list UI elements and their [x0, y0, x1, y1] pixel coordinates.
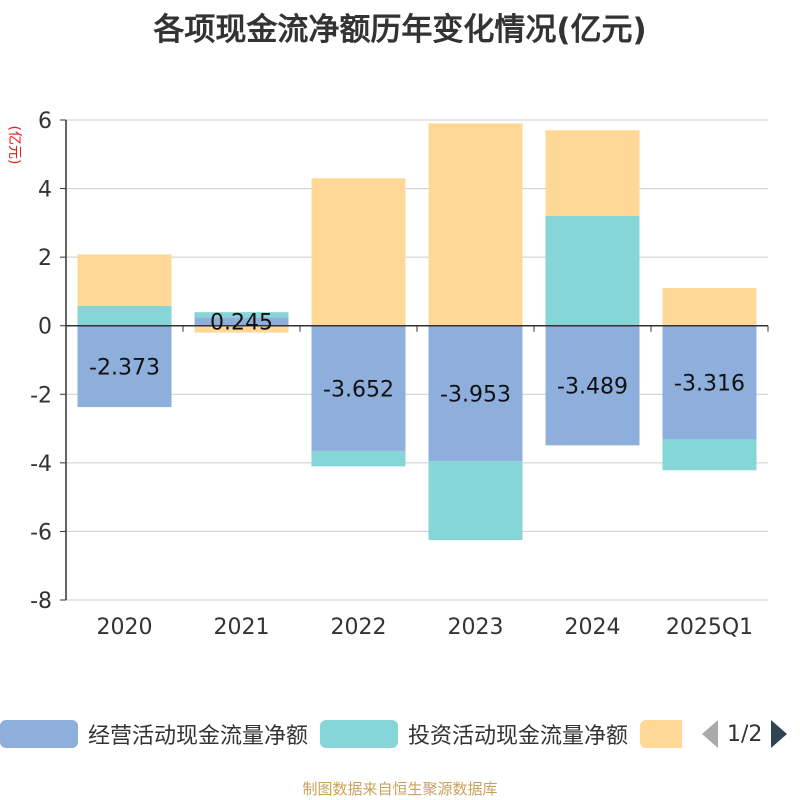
legend-item-financing[interactable] — [640, 714, 682, 754]
bar-series2-2025Q1 — [662, 439, 757, 471]
legend-next-arrow-icon[interactable] — [771, 720, 788, 748]
y-tick-label: 0 — [38, 315, 52, 340]
legend-item-operating[interactable]: 经营活动现金流量净额 — [0, 714, 308, 754]
bar-series1-2021 — [194, 317, 289, 326]
bar-series2-2024 — [545, 216, 640, 326]
legend-swatch-operating — [0, 720, 78, 748]
data-label: -2.373 — [89, 355, 160, 380]
data-label: -3.316 — [674, 372, 745, 397]
bar-series3-2020 — [77, 254, 172, 306]
legend-pager: 1/2 — [702, 714, 788, 754]
bar-series3-2024 — [545, 130, 640, 216]
legend-prev-arrow-icon[interactable] — [702, 720, 718, 748]
bar-series3-2022 — [311, 178, 406, 326]
legend-label-investing: 投资活动现金流量净额 — [408, 724, 629, 749]
y-tick-label: -2 — [30, 383, 52, 408]
data-label: -3.489 — [557, 375, 628, 400]
bar-series2-2023 — [428, 461, 523, 541]
bar-series3-2025Q1 — [662, 288, 757, 326]
data-label: -3.652 — [323, 377, 394, 402]
y-tick-label: -8 — [30, 589, 52, 614]
legend-swatch-investing — [320, 720, 398, 748]
legend-label-operating: 经营活动现金流量净额 — [88, 724, 309, 749]
data-label: -3.953 — [440, 382, 511, 407]
x-tick-label: 2021 — [214, 615, 270, 640]
y-tick-label: 6 — [38, 109, 52, 134]
chart-title: 各项现金流净额历年变化情况(亿元) — [153, 12, 647, 48]
bar-series1-2023 — [428, 325, 523, 462]
bar-series2-2022 — [311, 450, 406, 467]
bar-series1-2025Q1 — [662, 325, 757, 440]
y-tick-label: -4 — [30, 452, 52, 477]
y-tick-label: 4 — [38, 178, 52, 203]
legend-swatch-financing — [640, 720, 682, 748]
bar-series2-2021 — [194, 312, 289, 318]
x-tick-label: 2023 — [448, 615, 504, 640]
bar-series1-2022 — [311, 325, 406, 451]
y-tick-label: -6 — [30, 520, 52, 545]
x-tick-label: 2022 — [331, 615, 387, 640]
bar-series3-2021 — [194, 325, 289, 333]
bar-series1-2020 — [77, 325, 172, 408]
x-tick-label: 2025Q1 — [666, 615, 753, 640]
x-tick-label: 2020 — [97, 615, 153, 640]
data-source-note: 制图数据来自恒生聚源数据库 — [302, 780, 498, 798]
y-tick-label: 2 — [38, 246, 52, 271]
data-label: 0.245 — [210, 311, 273, 336]
legend-item-investing[interactable]: 投资活动现金流量净额 — [320, 714, 628, 754]
legend: 经营活动现金流量净额 投资活动现金流量净额 1/2 — [0, 714, 800, 754]
bar-series2-2020 — [77, 305, 172, 326]
y-axis-unit-label: (亿元) — [6, 126, 22, 165]
bar-series3-2023 — [428, 123, 523, 326]
bar-series1-2024 — [545, 325, 640, 446]
x-tick-label: 2024 — [565, 615, 621, 640]
legend-page-indicator: 1/2 — [727, 721, 763, 747]
